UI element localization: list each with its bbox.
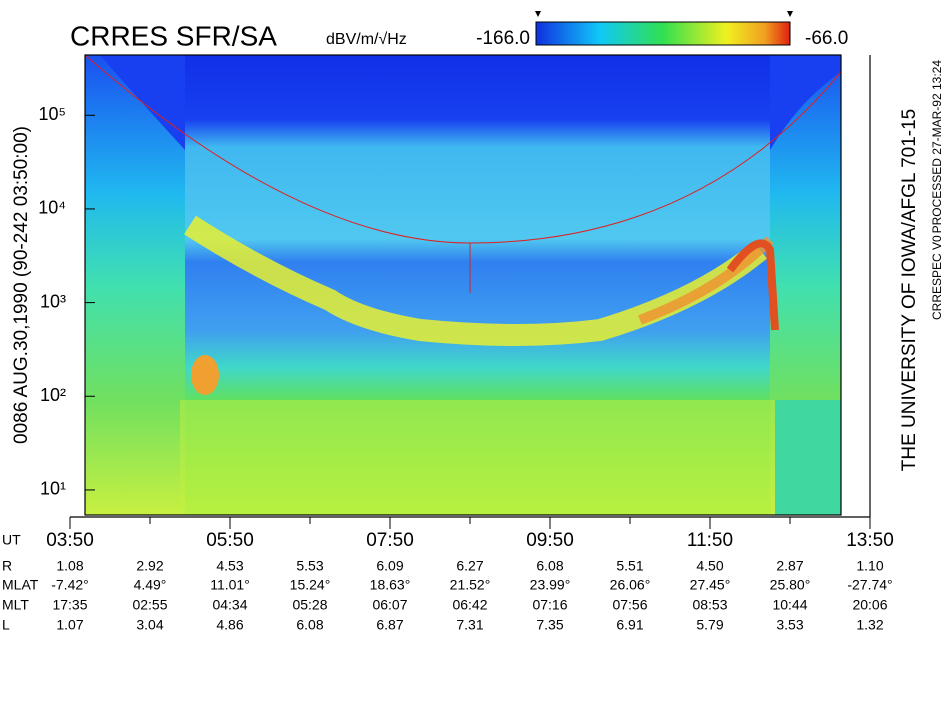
ephemeris-value: 1.07 [56, 617, 83, 633]
colorbar-max: -66.0 [805, 28, 848, 49]
x-tick-label: 03:50 [46, 530, 94, 551]
ephemeris-value: 27.45° [690, 577, 731, 593]
ephemeris-value: 20:06 [852, 597, 887, 613]
ephemeris-value: 6.08 [296, 617, 323, 633]
ephemeris-value: 18.63° [370, 577, 411, 593]
ephemeris-value: -7.42° [51, 577, 89, 593]
ephemeris-value: 21.52° [450, 577, 491, 593]
ephemeris-value: 06:42 [452, 597, 487, 613]
ephemeris-value: 1.10 [856, 558, 883, 574]
y-tick-label: 10¹ [40, 479, 66, 499]
ephemeris-value: 4.50 [696, 558, 723, 574]
colorbar-label: dBV/m/√Hz [326, 31, 407, 48]
ephemeris-value: 3.53 [776, 617, 803, 633]
y-tick-label: 10² [40, 385, 66, 405]
ephemeris-value: 2.92 [136, 558, 163, 574]
ephemeris-value: 6.87 [376, 617, 403, 633]
y-tick-label: 10⁴ [38, 198, 66, 218]
ephemeris-value: 17:35 [52, 597, 87, 613]
processed-label: PROCESSED 27-MAR-92 13:24 [930, 60, 944, 234]
ephemeris-value: 07:56 [612, 597, 647, 613]
ephemeris-value: 08:53 [692, 597, 727, 613]
ephemeris-value: 1.32 [856, 617, 883, 633]
ephemeris-value: 02:55 [132, 597, 167, 613]
chart-title: CRRES SFR/SA [70, 20, 277, 51]
y-tick-label: 10⁵ [39, 104, 66, 124]
ephemeris-value: 25.80° [770, 577, 811, 593]
colorbar [535, 21, 791, 46]
ephemeris-value: 26.06° [610, 577, 651, 593]
ephemeris-value: 04:34 [212, 597, 247, 613]
left-label: 0086 AUG.30,1990 (90-242 03:50:00) [11, 126, 32, 444]
ephemeris-value: 07:16 [532, 597, 567, 613]
right-label: THE UNIVERSITY OF IOWA/AFGL 701-15 [899, 109, 920, 472]
colorbar-markers [535, 11, 793, 17]
y-tick-label: 10³ [40, 291, 66, 311]
ephemeris-row-label: L [2, 617, 10, 633]
ephemeris-value: 3.04 [136, 617, 163, 633]
ephemeris-value: 4.53 [216, 558, 243, 574]
ephemeris-value: 5.51 [616, 558, 643, 574]
x-tick-label: 09:50 [526, 530, 574, 551]
x-axis-label: UT [2, 532, 21, 548]
ephemeris-value: 15.24° [290, 577, 331, 593]
ephemeris-value: 6.27 [456, 558, 483, 574]
x-tick-label: 11:50 [687, 530, 733, 551]
ephemeris-value: 06:07 [372, 597, 407, 613]
ephemeris-value: 4.86 [216, 617, 243, 633]
ephemeris-value: 6.09 [376, 558, 403, 574]
version-label: CRRESPEC V0 [930, 235, 944, 320]
ephemeris-row-label: R [2, 558, 12, 574]
ephemeris-value: 1.08 [56, 558, 83, 574]
ephemeris-value: 6.08 [536, 558, 563, 574]
ephemeris-value: 11.01° [210, 577, 250, 593]
ephemeris-value: 23.99° [530, 577, 571, 593]
x-tick-label: 13:50 [846, 530, 894, 551]
ephemeris-value: -27.74° [847, 577, 892, 593]
ephemeris-value: 6.91 [616, 617, 643, 633]
ephemeris-value: 4.49° [134, 577, 167, 593]
ephemeris-value: 7.35 [536, 617, 563, 633]
ephemeris-value: 5.79 [696, 617, 723, 633]
ephemeris-value: 2.87 [776, 558, 803, 574]
colorbar-min: -166.0 [476, 28, 530, 49]
x-tick-label: 05:50 [206, 530, 254, 551]
ephemeris-value: 10:44 [772, 597, 807, 613]
ephemeris-row-label: MLAT [2, 577, 39, 593]
ephemeris-value: 5.53 [296, 558, 323, 574]
ephemeris-value: 05:28 [292, 597, 327, 613]
x-tick-label: 07:50 [366, 530, 414, 551]
spectrogram [85, 55, 841, 515]
ephemeris-value: 7.31 [456, 617, 483, 633]
plot-frame [84, 54, 842, 516]
ephemeris-row-label: MLT [2, 597, 29, 613]
